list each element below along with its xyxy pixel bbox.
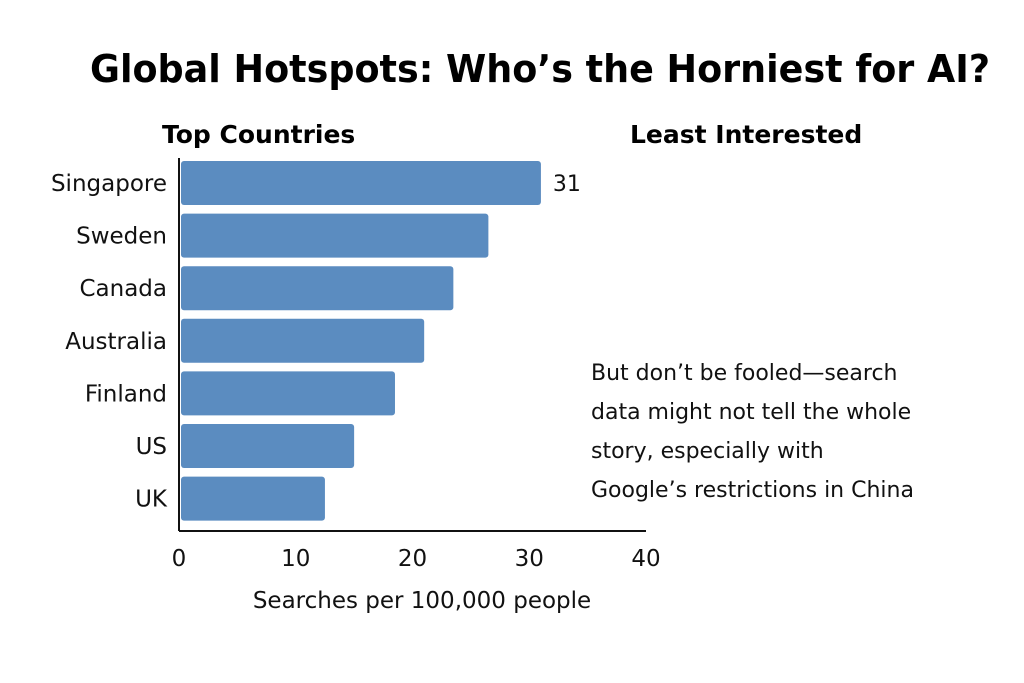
x-tick-label: 40 <box>631 546 660 572</box>
category-label: US <box>136 434 167 460</box>
value-labels: 31 <box>553 172 581 197</box>
annotation-line: story, especially with <box>591 439 824 464</box>
value-label: 31 <box>553 172 581 197</box>
x-axis-label: Searches per 100,000 people <box>253 588 591 614</box>
category-label: UK <box>135 487 168 513</box>
chart-title: Global Hotspots: Who’s the Horniest for … <box>90 47 990 91</box>
bar-uk <box>181 476 325 521</box>
annotation: But don’t be fooled—search data might not… <box>591 361 914 503</box>
bar-us <box>181 424 355 468</box>
category-label: Finland <box>85 381 167 407</box>
right-heading: Least Interested <box>630 120 862 149</box>
x-tick-label: 0 <box>172 546 187 572</box>
category-label: Australia <box>65 329 167 355</box>
category-label: Singapore <box>51 171 167 197</box>
x-tick-label: 20 <box>398 546 427 572</box>
category-label: Sweden <box>76 224 167 250</box>
bars-group <box>181 161 541 521</box>
bar-canada <box>181 266 454 311</box>
bar-australia <box>181 318 425 363</box>
bar-finland <box>181 371 395 416</box>
annotation-line: data might not tell the whole <box>591 400 911 425</box>
category-labels: Singapore Sweden Canada Australia Finland US U… <box>51 171 168 513</box>
bar-sweden <box>181 213 489 258</box>
annotation-line: Google’s restrictions in China <box>591 478 914 503</box>
x-tick-label: 30 <box>515 546 544 572</box>
x-tick-label: 10 <box>281 546 310 572</box>
bar-singapore <box>181 161 541 205</box>
x-tick-labels: 0 10 20 30 40 <box>172 546 661 572</box>
left-heading: Top Countries <box>162 120 355 149</box>
category-label: Canada <box>79 276 167 302</box>
annotation-line: But don’t be fooled—search <box>591 361 898 386</box>
